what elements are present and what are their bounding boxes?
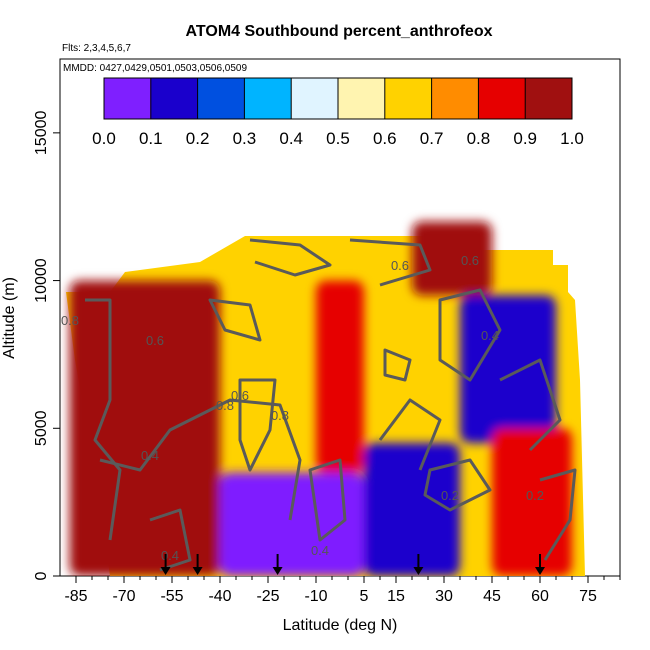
- contour-label: 0.6: [146, 333, 164, 348]
- colorbar-tick-label: 0.0: [92, 129, 116, 148]
- x-tick-label: -40: [208, 588, 231, 605]
- x-axis: -85 -70 -55 -40 -25 -10 5 15 30 45 60 75: [64, 576, 621, 605]
- colorbar-tick-label: 0.4: [279, 129, 303, 148]
- colorbar-tick-label: 1.0: [560, 129, 584, 148]
- y-tick-label: 15000: [33, 111, 50, 156]
- y-axis: 0 5000 10000 15000: [33, 111, 60, 580]
- y-tick-label: 10000: [33, 258, 50, 303]
- contour-lines: [85, 238, 577, 572]
- colorbar-segment: [384, 78, 433, 119]
- y-axis-label: Altitude (m): [1, 277, 18, 359]
- dates-subtitle: MMDD: 0427,0429,0501,0503,0506,0509: [63, 63, 247, 74]
- colorbar-segment: [104, 78, 152, 119]
- contour-label: 0.4: [161, 548, 179, 563]
- x-tick-label: -85: [64, 588, 87, 605]
- x-tick-label: 5: [360, 588, 369, 605]
- colorbar-segment: [150, 78, 199, 119]
- profile-arrow-head: [413, 567, 424, 575]
- colorbar-segment: [244, 78, 292, 119]
- colorbar-segment: [431, 78, 479, 119]
- x-tick-label: 60: [531, 588, 549, 605]
- contour-label: 0.4: [141, 448, 159, 463]
- x-tick-label: 30: [435, 588, 453, 605]
- colorbar-tick-label: 0.9: [513, 129, 537, 148]
- colorbar-segment: [197, 78, 245, 119]
- contour-label: 0.6: [461, 253, 479, 268]
- contour-label: 0.6: [231, 388, 249, 403]
- profile-markers: [160, 554, 545, 575]
- profile-arrow-head: [272, 567, 283, 575]
- region-0: [69, 280, 220, 576]
- contour-label: 0.2: [526, 488, 544, 503]
- colorbar-tick-label: 0.5: [326, 129, 350, 148]
- contour-label: 0.6: [391, 258, 409, 273]
- colorbar-tick-label: 0.2: [186, 129, 210, 148]
- region-5: [412, 221, 492, 296]
- contour-label: 0.8: [61, 313, 79, 328]
- x-tick-label: 15: [387, 588, 405, 605]
- region-4: [316, 280, 364, 473]
- y-tick-label: 5000: [33, 410, 50, 446]
- colorbar-segment: [478, 78, 526, 119]
- colorbar: 0.0 0.1 0.2 0.3 0.4 0.5 0.6 0.7 0.8 0.9 1.0: [92, 77, 584, 148]
- x-tick-label: 75: [579, 588, 597, 605]
- colorbar-segment: [338, 78, 386, 119]
- region-2: [364, 443, 460, 576]
- colorbar-segment: [291, 78, 339, 119]
- colorbar-tick-label: 0.7: [420, 129, 444, 148]
- colorbar-tick-label: 0.6: [373, 129, 397, 148]
- contour-label: 0.4: [311, 543, 329, 558]
- colorbar-tick-label: 0.3: [233, 129, 257, 148]
- colorbar-segment: [525, 78, 573, 119]
- colorbar-tick-label: 0.8: [467, 129, 491, 148]
- value-blobs: [69, 221, 572, 576]
- x-tick-label: -25: [256, 588, 279, 605]
- contour-label: 0.8: [271, 408, 289, 423]
- x-tick-label: -70: [112, 588, 135, 605]
- chart-title: ATOM4 Southbound percent_anthrofeox: [186, 23, 493, 40]
- profile-arrow-head: [192, 567, 203, 575]
- contour-label: 0.2: [441, 488, 459, 503]
- colorbar-tick-label: 0.1: [139, 129, 163, 148]
- region-1: [220, 472, 364, 576]
- x-axis-label: Latitude (deg N): [283, 617, 398, 634]
- region-6: [492, 428, 572, 576]
- contour-labels: 0.40.60.60.80.80.40.20.6 0.60.40.20.80.4: [61, 253, 544, 563]
- x-tick-label: -55: [160, 588, 183, 605]
- heatmap-field: 0.40.60.60.80.80.40.20.6 0.60.40.20.80.4: [61, 221, 585, 576]
- flights-subtitle: Flts: 2,3,4,5,6,7: [62, 43, 131, 54]
- x-tick-label: 45: [483, 588, 501, 605]
- profile-arrow-head: [535, 567, 545, 575]
- profile-arrow-head: [160, 567, 171, 575]
- x-tick-label: -10: [304, 588, 327, 605]
- y-tick-label: 0: [33, 571, 50, 580]
- contour-label: 0.8: [216, 398, 234, 413]
- region-3: [460, 295, 556, 444]
- contour-label: 0.4: [481, 328, 499, 343]
